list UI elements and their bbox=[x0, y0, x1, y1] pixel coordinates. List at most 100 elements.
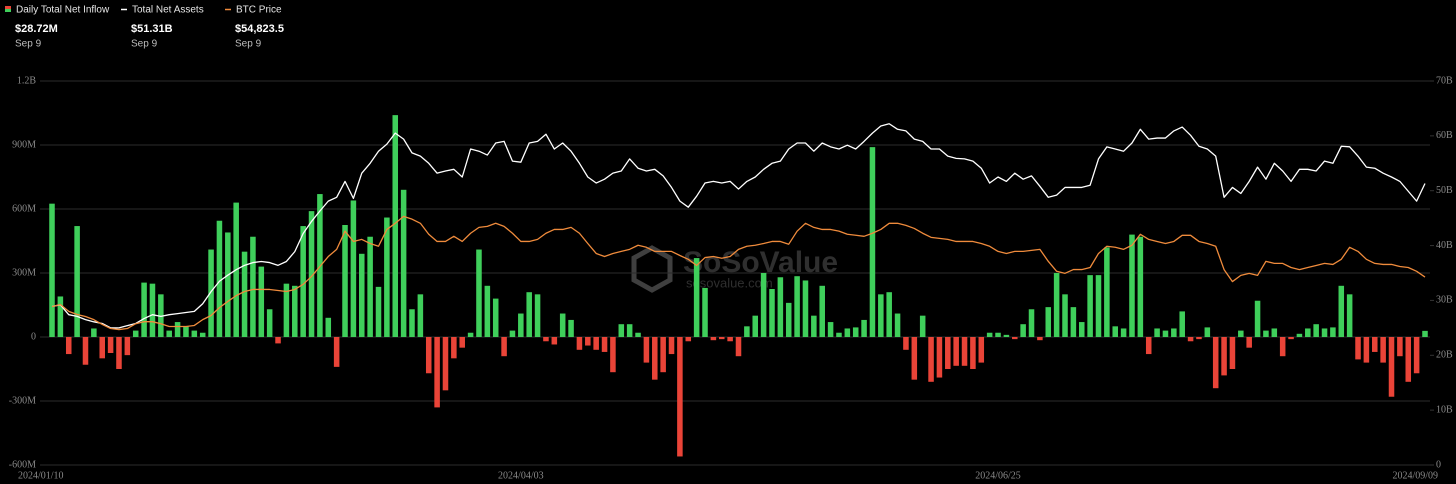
bar bbox=[961, 337, 968, 366]
y2-tick-label: 60B bbox=[1436, 130, 1453, 141]
bar bbox=[986, 332, 993, 337]
bar bbox=[995, 332, 1001, 337]
bar bbox=[1263, 330, 1269, 337]
bar bbox=[375, 286, 382, 337]
bar bbox=[275, 337, 281, 344]
y-tick-label: 600M bbox=[12, 203, 36, 214]
bar bbox=[1422, 330, 1428, 337]
bar bbox=[1229, 337, 1236, 369]
bar bbox=[894, 313, 901, 337]
bar bbox=[727, 337, 733, 342]
bar bbox=[283, 283, 290, 337]
bar bbox=[1372, 337, 1378, 352]
bar bbox=[886, 292, 892, 337]
bar bbox=[124, 337, 131, 356]
latest-value: $51.31B bbox=[131, 23, 173, 35]
bar bbox=[1171, 328, 1177, 337]
y-tick-label: 1.2B bbox=[17, 75, 37, 86]
legend-item: BTC Price $54,823.5 Sep 9 bbox=[225, 5, 284, 50]
bar bbox=[484, 285, 491, 337]
bar bbox=[241, 251, 248, 337]
bar bbox=[744, 326, 750, 337]
bar bbox=[501, 337, 507, 357]
bar bbox=[216, 220, 223, 337]
y-tick-label: 900M bbox=[12, 139, 36, 150]
bar bbox=[945, 337, 951, 369]
bar bbox=[1137, 236, 1144, 337]
bar bbox=[919, 315, 926, 337]
bar bbox=[1288, 337, 1294, 340]
bar bbox=[442, 337, 449, 391]
bar bbox=[1070, 307, 1077, 337]
bar bbox=[1012, 337, 1018, 340]
bar bbox=[1413, 337, 1420, 374]
bar bbox=[65, 337, 72, 355]
y2-tick-label: 50B bbox=[1436, 185, 1453, 196]
bar bbox=[158, 294, 164, 337]
bar bbox=[1154, 328, 1160, 337]
bar bbox=[292, 285, 298, 337]
bar bbox=[1296, 333, 1303, 337]
legend-label: BTC Price bbox=[236, 5, 282, 16]
bar bbox=[559, 313, 566, 337]
bar bbox=[1196, 337, 1202, 340]
x-tick-label: 2024/04/03 bbox=[498, 470, 544, 481]
bar bbox=[116, 337, 122, 369]
bar bbox=[936, 337, 943, 378]
bar bbox=[1129, 234, 1135, 337]
bar bbox=[1053, 273, 1060, 337]
bar bbox=[1145, 337, 1152, 355]
bar bbox=[1104, 247, 1110, 337]
bar bbox=[1313, 324, 1319, 337]
bar bbox=[1330, 327, 1336, 337]
bar bbox=[1380, 337, 1386, 363]
bar bbox=[1204, 327, 1211, 337]
watermark-name: SoSoValue bbox=[683, 246, 838, 279]
y2-tick-label: 40B bbox=[1436, 240, 1453, 251]
latest-date: Sep 9 bbox=[235, 39, 262, 50]
bar bbox=[208, 249, 214, 337]
y2-tick-label: 10B bbox=[1436, 404, 1453, 415]
bar bbox=[718, 337, 725, 340]
y-tick-label: 0 bbox=[31, 331, 36, 342]
bar bbox=[1095, 275, 1102, 337]
y2-tick-label: 20B bbox=[1436, 350, 1453, 361]
bar bbox=[99, 337, 105, 359]
x-tick-label: 2024/01/10 bbox=[18, 470, 64, 481]
bar bbox=[451, 337, 457, 359]
bar bbox=[752, 315, 759, 337]
bar bbox=[1355, 337, 1361, 360]
legend-item: Total Net Assets $51.31B Sep 9 bbox=[121, 5, 204, 50]
bar bbox=[811, 315, 817, 337]
legend-item: Daily Total Net Inflow $28.72M Sep 9 bbox=[5, 5, 110, 50]
bar bbox=[903, 337, 909, 350]
bar bbox=[82, 337, 89, 365]
bar bbox=[610, 337, 616, 373]
bar bbox=[1162, 330, 1169, 337]
bar bbox=[392, 115, 399, 337]
bar bbox=[1388, 337, 1395, 397]
bar bbox=[576, 337, 583, 350]
bar bbox=[794, 276, 800, 337]
bar bbox=[585, 337, 591, 346]
bar bbox=[660, 337, 666, 373]
bar bbox=[250, 236, 256, 337]
bar bbox=[57, 296, 64, 337]
bar bbox=[777, 277, 784, 337]
bar bbox=[551, 337, 558, 345]
y-tick-label: -600M bbox=[9, 459, 36, 470]
x-tick-label: 2024/09/09 bbox=[1392, 470, 1438, 481]
latest-date: Sep 9 bbox=[131, 39, 158, 50]
bar bbox=[308, 211, 315, 337]
bar bbox=[191, 330, 198, 337]
watermark-logo bbox=[631, 245, 673, 293]
bar bbox=[827, 322, 834, 337]
bar bbox=[1179, 311, 1185, 337]
bar bbox=[1187, 337, 1194, 342]
bar bbox=[626, 324, 633, 337]
bar bbox=[970, 337, 976, 369]
bar bbox=[49, 203, 55, 337]
bar bbox=[149, 283, 156, 337]
bar bbox=[1279, 337, 1286, 357]
